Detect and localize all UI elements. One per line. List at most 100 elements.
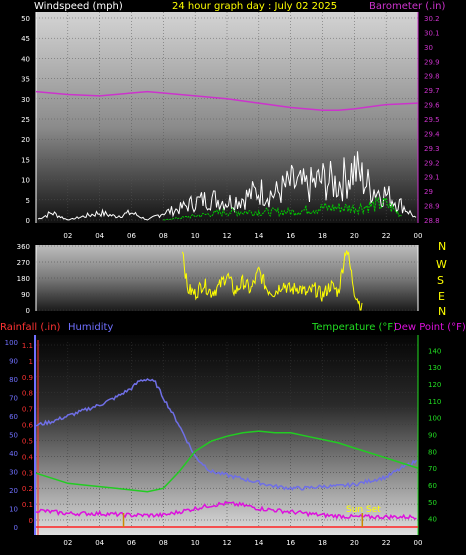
humidity-y-tick: 30: [9, 469, 18, 477]
barometer-y-tick: 29.9: [424, 58, 440, 66]
humidity-x-tick: 20: [350, 539, 359, 547]
humidity-x-tick: 10: [191, 539, 200, 547]
rainfall-y-tick: 0: [29, 517, 33, 525]
rainfall-axis-title: Rainfall (.in): [0, 322, 61, 333]
temperature-y-tick: 140: [428, 347, 441, 355]
rainfall-y-tick: 0.3: [22, 469, 33, 477]
wind-y-tick: 50: [21, 15, 30, 23]
temperature-y-tick: 90: [428, 432, 437, 440]
dewpoint-line: [35, 500, 417, 521]
wind-y-tick: 35: [21, 76, 30, 84]
barometer-y-tick: 29.2: [424, 159, 440, 167]
barometer-y-tick: 28.9: [424, 203, 440, 211]
humidity-y-tick: 70: [9, 395, 18, 403]
humidity-y-tick: 20: [9, 487, 18, 495]
temperature-y-tick: 80: [428, 448, 437, 456]
temperature-y-tick: 130: [428, 364, 441, 372]
barometer-y-tick: 29.4: [424, 130, 440, 138]
humidity-y-tick: 100: [5, 339, 18, 347]
gust-line: [163, 195, 402, 221]
wind-x-tick: 22: [382, 232, 391, 240]
wind-x-tick: 02: [63, 232, 72, 240]
humidity-x-tick: 04: [95, 539, 104, 547]
chart-title: 24 hour graph day : July 02 2025: [172, 1, 337, 12]
humidity-x-tick: 06: [127, 539, 136, 547]
compass-e: E: [438, 290, 445, 303]
direction-y-tick: 360: [17, 243, 30, 251]
humidity-x-tick: 12: [223, 539, 232, 547]
barometer-y-tick: 30.1: [424, 29, 440, 37]
humidity-x-tick: 22: [382, 539, 391, 547]
barometer-y-tick: 28.8: [424, 217, 440, 225]
rainfall-y-tick: 0.9: [22, 374, 33, 382]
rainfall-y-tick: 0.2: [22, 485, 33, 493]
sunset-label: Sun Set: [346, 505, 381, 515]
humidity-x-tick: 08: [159, 539, 168, 547]
wind-x-tick: 20: [350, 232, 359, 240]
direction-y-tick: 270: [17, 259, 30, 267]
barometer-y-tick: 30: [424, 44, 433, 52]
barometer-y-tick: 29.1: [424, 174, 440, 182]
rainfall-y-tick: 0.6: [22, 422, 34, 430]
wind-x-tick: 12: [223, 232, 232, 240]
direction-y-tick: 0: [26, 307, 30, 315]
windspeed-axis-title: Windspeed (mph): [34, 1, 123, 12]
humidity-line: [35, 378, 418, 491]
rainfall-y-tick: 0.8: [22, 390, 33, 398]
compass-w: W: [436, 258, 447, 271]
humidity-y-tick: 60: [9, 413, 18, 421]
humidity-x-tick: 00: [414, 539, 423, 547]
barometer-y-tick: 29: [424, 188, 433, 196]
humidity-axis-title: Humidity: [68, 322, 113, 333]
temperature-axis-title: Temperature (°F): [311, 322, 397, 333]
barometer-y-tick: 29.3: [424, 145, 440, 153]
barometer-line: [35, 90, 419, 112]
barometer-axis-title: Barometer (.in): [369, 1, 445, 12]
rainfall-y-tick: 0.7: [22, 406, 33, 414]
compass-s: S: [437, 274, 444, 287]
temperature-y-tick: 40: [428, 516, 437, 524]
compass-n-bottom: N: [438, 305, 446, 318]
temperature-y-tick: 110: [428, 398, 441, 406]
temperature-y-tick: 70: [428, 465, 437, 473]
wind-direction-line: [181, 250, 363, 311]
wind-y-tick: 10: [21, 177, 30, 185]
temperature-y-tick: 60: [428, 482, 437, 490]
wind-y-tick: 5: [26, 197, 30, 205]
humidity-x-tick: 16: [286, 539, 295, 547]
wind-y-tick: 25: [21, 116, 30, 124]
barometer-y-tick: 29.8: [424, 73, 440, 81]
humidity-x-tick: 14: [254, 539, 263, 547]
rainfall-y-tick: 1: [29, 358, 33, 366]
wind-x-tick: 00: [414, 232, 423, 240]
rainfall-y-tick: 0.5: [22, 437, 33, 445]
humidity-x-tick: 02: [63, 539, 72, 547]
temperature-y-tick: 120: [428, 381, 441, 389]
wind-x-tick: 04: [95, 232, 104, 240]
rainfall-y-tick: 1.1: [22, 342, 33, 350]
wind-x-tick: 10: [191, 232, 200, 240]
wind-y-tick: 20: [21, 136, 30, 144]
humidity-y-tick: 80: [9, 376, 18, 384]
direction-y-tick: 90: [21, 291, 30, 299]
wind-y-tick: 0: [26, 217, 30, 225]
temperature-y-tick: 50: [428, 499, 437, 507]
direction-y-tick: 180: [17, 275, 30, 283]
windspeed-line: [37, 151, 417, 221]
humidity-y-tick: 10: [9, 506, 18, 514]
humidity-y-tick: 90: [9, 358, 18, 366]
wind-y-tick: 40: [21, 55, 30, 63]
wind-x-tick: 06: [127, 232, 136, 240]
wind-x-tick: 18: [318, 232, 327, 240]
rainfall-y-tick: 0.1: [22, 501, 33, 509]
humidity-y-tick: 40: [9, 450, 18, 458]
wind-y-tick: 30: [21, 96, 30, 104]
wind-x-tick: 14: [254, 232, 263, 240]
barometer-y-tick: 29.5: [424, 116, 440, 124]
wind-x-tick: 08: [159, 232, 168, 240]
humidity-y-tick: 0: [14, 524, 18, 532]
wind-y-tick: 45: [21, 35, 30, 43]
barometer-y-tick: 29.6: [424, 102, 440, 110]
